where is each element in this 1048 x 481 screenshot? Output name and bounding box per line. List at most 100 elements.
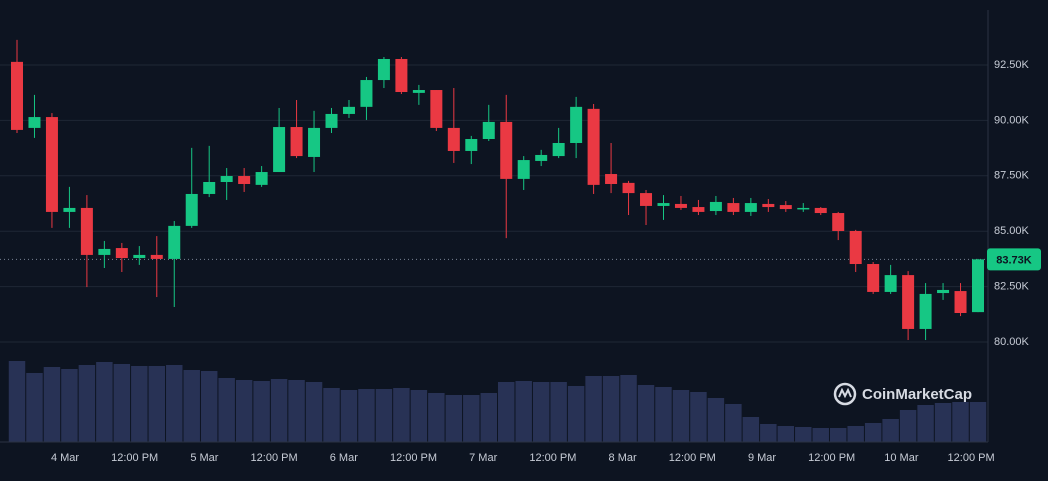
candle-body bbox=[849, 230, 862, 265]
volume-bar bbox=[375, 389, 393, 442]
volume-bar bbox=[742, 417, 760, 442]
candle-body bbox=[150, 254, 163, 259]
volume-bar bbox=[620, 375, 637, 442]
volume-bar bbox=[602, 376, 620, 442]
volume-bar bbox=[113, 364, 131, 442]
candle-body bbox=[727, 203, 740, 212]
candle-body bbox=[674, 203, 687, 208]
volume-bar bbox=[61, 369, 78, 442]
candle-body bbox=[290, 127, 303, 157]
volume-bar bbox=[847, 426, 864, 442]
volume-bar bbox=[707, 398, 725, 442]
candle-body bbox=[709, 201, 722, 212]
candle-body bbox=[412, 90, 425, 93]
y-tick-label: 82.50K bbox=[994, 281, 1030, 293]
x-tick-label: 6 Mar bbox=[330, 452, 358, 464]
candle-body bbox=[342, 106, 355, 114]
watermark-text: CoinMarketCap bbox=[862, 386, 972, 403]
volume-bar bbox=[393, 388, 410, 442]
volume-bar bbox=[8, 361, 26, 442]
candle-body bbox=[133, 254, 146, 259]
volume-bar bbox=[532, 382, 550, 442]
candle-body bbox=[552, 142, 565, 157]
candle-body bbox=[500, 121, 513, 179]
volume-bar bbox=[305, 382, 323, 442]
volume-bar bbox=[43, 367, 61, 442]
candle-body bbox=[744, 203, 757, 212]
candle-body bbox=[185, 193, 198, 226]
x-tick-label: 4 Mar bbox=[51, 452, 79, 464]
volume-layer bbox=[8, 361, 987, 442]
y-tick-label: 87.50K bbox=[994, 170, 1030, 182]
candle-body bbox=[45, 117, 58, 212]
x-tick-label: 12:00 PM bbox=[111, 452, 158, 464]
volume-bar bbox=[200, 371, 218, 442]
last-price-tag bbox=[987, 248, 1041, 271]
volume-bar bbox=[672, 390, 690, 442]
volume-bar bbox=[550, 382, 567, 442]
volume-bar bbox=[26, 373, 43, 442]
watermark: CoinMarketCap bbox=[833, 382, 972, 406]
volume-bar bbox=[655, 387, 672, 442]
volume-bar bbox=[410, 390, 428, 442]
x-tick-label: 12:00 PM bbox=[529, 452, 576, 464]
candle-body bbox=[832, 213, 845, 231]
candle-body bbox=[430, 90, 443, 128]
candle-body bbox=[80, 207, 93, 255]
candle-body bbox=[11, 61, 23, 130]
candle-body bbox=[867, 264, 880, 292]
x-tick-label: 7 Mar bbox=[469, 452, 497, 464]
candle-body bbox=[238, 176, 251, 184]
x-tick-label: 8 Mar bbox=[609, 452, 637, 464]
volume-bar bbox=[585, 376, 602, 442]
candle-body bbox=[220, 176, 233, 183]
candle-body bbox=[570, 106, 583, 143]
x-tick-label: 12:00 PM bbox=[390, 452, 437, 464]
volume-bar bbox=[183, 370, 200, 442]
logo-icon bbox=[838, 387, 852, 399]
volume-bar bbox=[637, 385, 655, 442]
volume-bar bbox=[96, 362, 113, 442]
volume-bar bbox=[235, 380, 253, 442]
axis-layer: 80.00K 82.50K 85.00K 87.50K 90.00K 92.50K 4 Ma… bbox=[51, 59, 1041, 464]
candle-body bbox=[395, 58, 408, 93]
candle-body bbox=[657, 203, 670, 206]
x-tick-label: 10 Mar bbox=[884, 452, 919, 464]
y-tick-label: 85.00K bbox=[994, 225, 1030, 237]
volume-bar bbox=[148, 366, 166, 442]
grid bbox=[0, 64, 988, 343]
volume-bar bbox=[515, 381, 532, 442]
y-tick-label: 90.00K bbox=[994, 114, 1030, 126]
logo-icon bbox=[833, 382, 857, 406]
volume-bar bbox=[725, 404, 742, 442]
volume-bar bbox=[498, 382, 515, 442]
candle-body bbox=[587, 108, 600, 185]
candle-body bbox=[937, 289, 950, 294]
volume-bar bbox=[288, 380, 305, 442]
candle-body bbox=[325, 113, 338, 128]
candle-body bbox=[535, 154, 548, 161]
volume-bar bbox=[253, 381, 270, 442]
candle-body bbox=[308, 127, 321, 157]
volume-bar bbox=[812, 428, 829, 442]
volume-bar bbox=[428, 393, 445, 442]
volume-bar bbox=[340, 390, 358, 442]
volume-bar bbox=[864, 423, 882, 442]
volume-bar bbox=[218, 378, 235, 442]
volume-bar bbox=[882, 419, 899, 442]
x-tick-label: 9 Mar bbox=[748, 452, 776, 464]
candle-body bbox=[972, 259, 984, 313]
candle-body bbox=[115, 248, 128, 259]
volume-bar bbox=[952, 402, 969, 442]
candle-body bbox=[954, 291, 967, 313]
y-tick-label: 92.50K bbox=[994, 59, 1030, 71]
volume-bar bbox=[463, 395, 480, 442]
candle-body bbox=[465, 139, 478, 151]
candle-body bbox=[28, 117, 41, 128]
candle-body bbox=[919, 293, 932, 329]
volume-bar bbox=[567, 386, 585, 442]
volume-bar bbox=[934, 403, 952, 442]
volume-bar bbox=[760, 424, 777, 442]
candle-body bbox=[377, 58, 390, 81]
